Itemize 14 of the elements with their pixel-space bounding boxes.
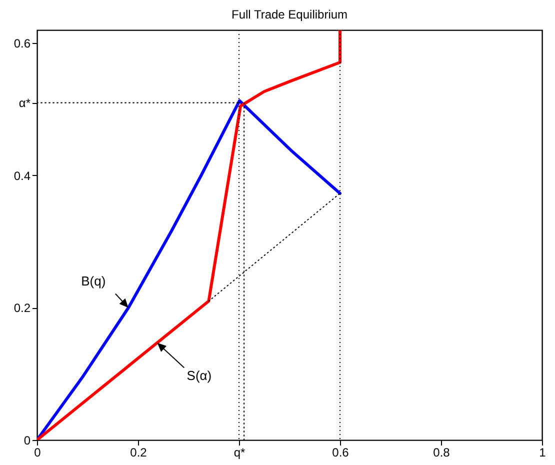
annotation: B(q) bbox=[81, 274, 106, 289]
x-tick-label: 1 bbox=[539, 446, 546, 460]
y-tick-label: 0.4 bbox=[14, 168, 31, 183]
y-tick-label: 0.6 bbox=[14, 36, 31, 51]
y-tick-label: 0.2 bbox=[14, 301, 31, 316]
chart-title: Full Trade Equilibrium bbox=[231, 8, 348, 22]
y-tick-label: 0 bbox=[24, 434, 31, 448]
y-tick-label: α* bbox=[18, 96, 31, 110]
x-tick-label: q* bbox=[234, 446, 246, 460]
annotation: S(α) bbox=[186, 368, 212, 383]
x-tick-label: 0.6 bbox=[332, 446, 350, 460]
x-tick-label: 0.8 bbox=[433, 446, 450, 460]
x-tick-label: 0 bbox=[34, 446, 42, 460]
x-tick-label: 0.2 bbox=[130, 446, 148, 460]
